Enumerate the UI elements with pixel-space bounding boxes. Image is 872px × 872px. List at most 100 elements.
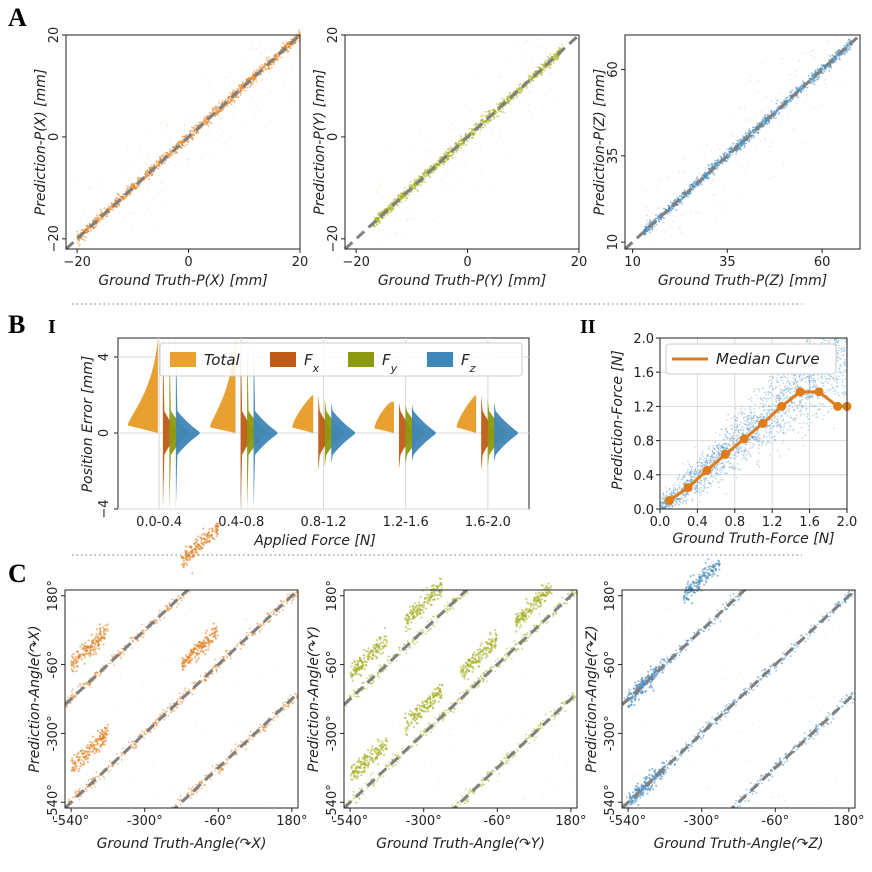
- scatter-point: [816, 416, 819, 418]
- scatter-point: [528, 103, 530, 105]
- scatter-point: [709, 457, 712, 460]
- scatter-point: [817, 78, 820, 81]
- scatter-point: [137, 177, 140, 179]
- scatter-point: [813, 106, 815, 109]
- scatter-point: [710, 162, 713, 165]
- scatter-point: [558, 47, 561, 50]
- scatter-point: [231, 99, 234, 101]
- scatter-point: [444, 152, 446, 155]
- scatter-point: [447, 153, 450, 156]
- scatter-point: [455, 126, 457, 128]
- scatter-point: [434, 163, 437, 166]
- scatter-point: [693, 181, 696, 183]
- chart-b-i-xtick-label: 0.8-1.2: [300, 515, 346, 530]
- scatter-point: [219, 126, 221, 129]
- scatter-point: [447, 155, 450, 158]
- scatter-point: [146, 162, 149, 165]
- scatter-point: [671, 211, 673, 214]
- scatter-point: [448, 151, 451, 154]
- scatter-point: [799, 90, 802, 93]
- scatter-point: [526, 39, 529, 42]
- scatter-point: [682, 158, 685, 160]
- scatter-point: [518, 83, 521, 86]
- scatter-point: [836, 58, 838, 60]
- scatter-point: [489, 119, 492, 121]
- scatter-point: [160, 122, 163, 124]
- scatter-point: [181, 135, 184, 138]
- scatter-point: [755, 149, 757, 151]
- scatter-point: [372, 230, 375, 232]
- scatter-point: [276, 111, 279, 114]
- scatter-point: [399, 187, 401, 190]
- scatter-point: [701, 183, 704, 186]
- scatter-point: [799, 408, 802, 411]
- scatter-point: [795, 86, 797, 89]
- scatter-point: [210, 122, 213, 125]
- scatter-point: [76, 230, 79, 233]
- scatter-point: [134, 186, 137, 189]
- scatter-point: [376, 224, 379, 226]
- scatter-point: [274, 53, 277, 56]
- scatter-point: [783, 107, 786, 109]
- scatter-point: [85, 225, 88, 228]
- scatter-point: [691, 183, 694, 185]
- scatter-point: [435, 162, 438, 165]
- scatter-point: [168, 156, 170, 159]
- scatter-point: [802, 52, 805, 54]
- scatter-point: [508, 158, 510, 160]
- scatter-point: [687, 195, 689, 198]
- scatter-point: [424, 168, 426, 171]
- scatter-point: [270, 66, 273, 69]
- scatter-point: [247, 77, 250, 79]
- scatter-point: [377, 179, 379, 181]
- scatter-point: [171, 146, 174, 149]
- scatter-point: [648, 228, 651, 231]
- violin-total: [127, 338, 158, 433]
- scatter-point: [813, 83, 816, 86]
- scatter-point: [181, 164, 184, 167]
- scatter-point: [743, 144, 746, 147]
- scatter-point: [426, 168, 429, 171]
- scatter-point: [715, 216, 718, 219]
- scatter-point: [716, 165, 719, 168]
- chart-b-i-xtick-label: 0.4-0.8: [218, 515, 264, 530]
- scatter-point: [718, 147, 720, 150]
- scatter-point: [228, 146, 230, 148]
- scatter-point: [479, 151, 482, 153]
- scatter-point: [422, 196, 424, 198]
- scatter-point: [541, 72, 544, 74]
- scatter-point: [760, 110, 763, 112]
- scatter-point: [183, 145, 186, 148]
- scatter-point: [394, 234, 396, 236]
- scatter-point: [184, 129, 186, 131]
- scatter-point: [499, 137, 501, 139]
- scatter-point: [740, 432, 742, 435]
- scatter-point: [388, 148, 391, 150]
- scatter-point: [442, 163, 445, 166]
- scatter-point: [750, 131, 753, 134]
- scatter-point: [214, 107, 217, 110]
- scatter-point: [682, 195, 685, 197]
- scatter-point: [146, 164, 148, 166]
- scatter-point: [833, 81, 835, 84]
- scatter-point: [156, 163, 158, 165]
- scatter-point: [80, 229, 83, 231]
- scatter-point: [681, 214, 683, 217]
- scatter-point: [668, 205, 671, 207]
- scatter-point: [190, 129, 192, 132]
- scatter-point: [160, 182, 162, 184]
- scatter-point: [397, 204, 399, 207]
- scatter-point: [406, 197, 409, 200]
- scatter-point: [704, 176, 707, 179]
- scatter-point: [786, 99, 789, 102]
- scatter-point: [782, 439, 785, 442]
- scatter-point: [404, 186, 406, 189]
- scatter-point: [669, 209, 672, 212]
- scatter-point: [233, 96, 236, 99]
- scatter-point: [672, 239, 674, 241]
- scatter-point: [775, 102, 778, 105]
- scatter-point: [123, 198, 125, 200]
- scatter-point: [239, 94, 242, 96]
- scatter-point: [401, 197, 404, 200]
- scatter-point: [663, 196, 665, 198]
